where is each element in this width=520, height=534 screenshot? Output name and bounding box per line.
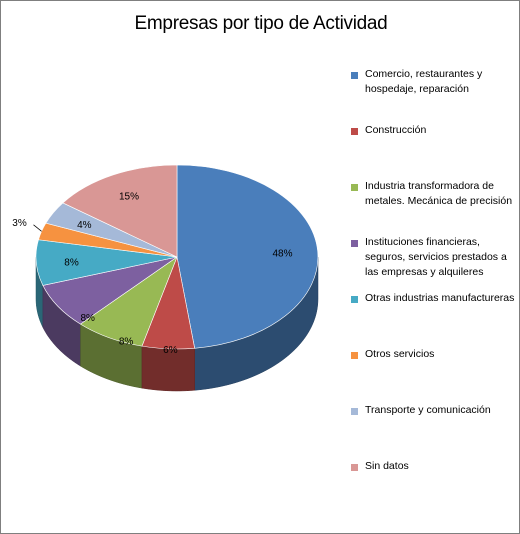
legend-label: Construcción xyxy=(365,124,427,136)
legend-label: Otros servicios xyxy=(365,348,435,360)
chart-title: Empresas por tipo de Actividad xyxy=(134,13,388,34)
legend-swatch xyxy=(351,464,358,471)
pie-data-label-7: 15% xyxy=(119,192,139,203)
pie-top-layer xyxy=(35,164,319,350)
legend-swatch xyxy=(351,128,358,135)
legend-label: Industria transformadora de metales. Mec… xyxy=(365,180,513,207)
pie-data-label-5: 3% xyxy=(12,218,27,229)
legend-label: Otras industrias manufactureras xyxy=(365,292,515,304)
legend-swatch xyxy=(351,240,358,247)
legend-label: Sin datos xyxy=(365,460,409,472)
pie-leader-line-5 xyxy=(33,224,42,232)
pie-slice-0 xyxy=(176,164,319,349)
pie-data-label-6: 4% xyxy=(77,220,92,231)
pie-label-layer: 48% 6% 8% 8% 8% 3% 4% 15% xyxy=(12,192,292,357)
pie-data-label-3: 8% xyxy=(80,313,95,324)
pie-data-label-1: 6% xyxy=(163,345,178,356)
pie-data-label-2: 8% xyxy=(119,337,134,348)
legend-swatch xyxy=(351,296,358,303)
legend-label: Instituciones financieras, seguros, serv… xyxy=(365,236,507,278)
legend-swatch xyxy=(351,184,358,191)
legend-swatch xyxy=(351,408,358,415)
legend-label: Transporte y comunicación xyxy=(365,404,491,416)
pie-data-label-4: 8% xyxy=(64,257,79,268)
legend-label: Comercio, restaurantes y hospedaje, repa… xyxy=(365,68,483,95)
legend-swatch xyxy=(351,72,358,79)
pie-slice-7 xyxy=(62,164,178,258)
pie-data-label-0: 48% xyxy=(272,249,292,260)
legend-swatch xyxy=(351,352,358,359)
